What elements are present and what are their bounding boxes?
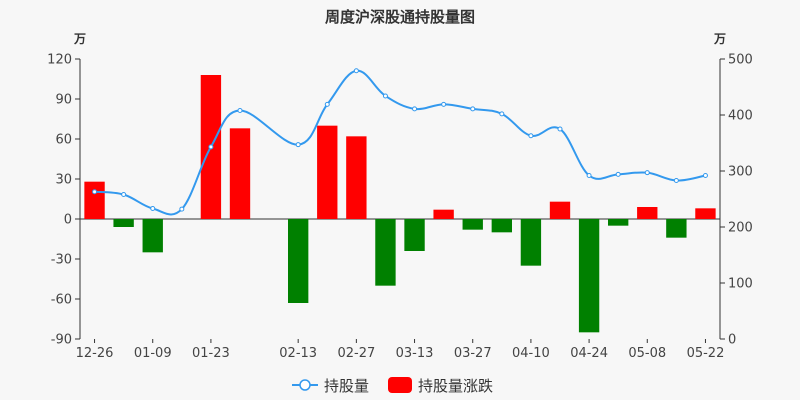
- right-tick-label: 0: [728, 333, 736, 348]
- holding-point-01-02: [121, 192, 127, 198]
- bar-04-03: [491, 219, 512, 233]
- bar-05-15: [666, 219, 687, 238]
- right-axis-unit: 万: [713, 32, 726, 46]
- legend-item-change[interactable]: 持股量涨跌: [388, 377, 493, 395]
- bar-03-06: [375, 219, 396, 286]
- bar-02-20: [317, 125, 338, 219]
- x-tick-label: 04-10: [512, 346, 550, 361]
- holding-point-02-13: [295, 142, 301, 148]
- line-layer: [92, 68, 708, 216]
- left-tick-label: -90: [51, 333, 72, 348]
- right-tick-label: 500: [728, 53, 753, 68]
- holding-line: [94, 69, 706, 216]
- holding-point-01-09: [150, 206, 156, 212]
- bar-05-22: [695, 208, 716, 219]
- left-tick-label: -60: [51, 293, 72, 308]
- holding-point-05-22: [702, 172, 708, 178]
- bar-01-30: [229, 128, 251, 219]
- x-tick-label: 12-26: [76, 346, 114, 361]
- holding-point-04-10: [528, 133, 534, 139]
- bar-03-13: [404, 219, 425, 251]
- bar-03-20: [433, 209, 454, 219]
- holding-point-12-26: [92, 189, 98, 195]
- holding-point-01-23: [208, 144, 214, 150]
- bars-layer: [84, 75, 716, 333]
- holding-point-03-27: [470, 106, 476, 112]
- holding-point-03-06: [382, 93, 388, 99]
- legend-label-holding: 持股量: [324, 377, 369, 395]
- holding-point-04-17: [557, 126, 563, 132]
- x-tick-label: 02-13: [279, 346, 317, 361]
- holding-point-02-20: [324, 101, 330, 107]
- bar-05-08: [637, 207, 658, 219]
- left-tick-label: 90: [55, 93, 72, 108]
- holding-point-05-15: [673, 178, 679, 184]
- x-tick-label: 05-08: [628, 346, 666, 361]
- legend-item-holding[interactable]: 持股量: [292, 377, 369, 395]
- left-tick-label: 0: [64, 213, 72, 228]
- x-tick-label: 03-13: [396, 346, 434, 361]
- right-tick-label: 400: [728, 109, 753, 124]
- x-tick-label: 02-27: [337, 346, 375, 361]
- bar-01-09: [142, 219, 163, 253]
- legend-line-marker-icon: [299, 379, 311, 391]
- left-axis-unit: 万: [73, 32, 86, 46]
- x-tick-label: 03-27: [454, 346, 492, 361]
- holding-point-03-13: [412, 106, 418, 112]
- holding-point-01-16: [179, 206, 185, 212]
- left-tick-label: 120: [47, 53, 72, 68]
- holding-point-03-20: [441, 101, 447, 107]
- bar-04-17: [549, 201, 571, 219]
- bar-04-24: [578, 219, 600, 333]
- chart-title: 周度沪深股通持股量图: [325, 8, 475, 26]
- holding-point-05-01: [615, 171, 621, 177]
- x-tick-label: 01-09: [134, 346, 172, 361]
- left-tick-label: 30: [55, 173, 72, 188]
- legend-bar-icon: [388, 377, 412, 393]
- holding-point-02-27: [353, 68, 359, 74]
- x-tick-label: 01-23: [192, 346, 230, 361]
- left-tick-label: -30: [51, 253, 72, 268]
- legend[interactable]: 持股量 持股量涨跌: [292, 377, 493, 395]
- bar-01-02: [113, 219, 134, 227]
- bar-02-13: [288, 219, 309, 303]
- holding-point-01-30: [237, 108, 243, 114]
- bar-04-10: [520, 219, 542, 266]
- axes-layer: -90 -60 -30 0 30 60 90 120 0 100 200 300 400 500 12-26…: [47, 53, 753, 362]
- bar-02-27: [346, 136, 367, 219]
- bar-05-01: [608, 219, 629, 226]
- left-tick-label: 60: [55, 133, 72, 148]
- right-tick-label: 100: [728, 277, 753, 292]
- legend-label-change: 持股量涨跌: [418, 377, 493, 395]
- x-tick-label: 04-24: [570, 346, 608, 361]
- bar-12-26: [84, 181, 105, 219]
- holding-point-05-08: [644, 170, 650, 176]
- bar-03-27: [462, 219, 483, 230]
- holding-point-04-24: [586, 172, 592, 178]
- x-tick-label: 05-22: [687, 346, 725, 361]
- right-tick-label: 300: [728, 165, 753, 180]
- right-tick-label: 200: [728, 221, 753, 236]
- holding-point-04-03: [499, 111, 505, 117]
